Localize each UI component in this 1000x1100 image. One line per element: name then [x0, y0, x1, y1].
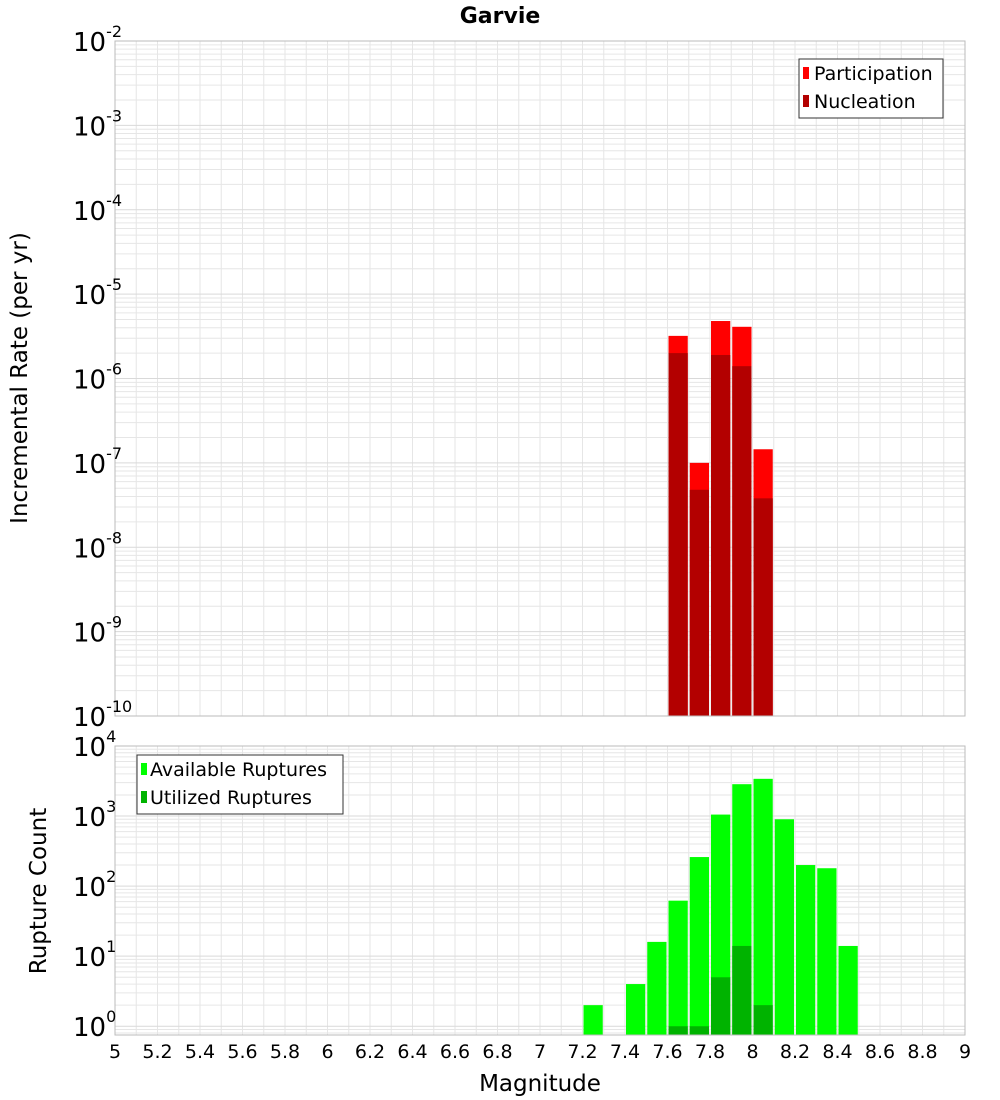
rate-bar-nucleation [689, 489, 709, 716]
x-tick-label: 7.8 [695, 1041, 725, 1063]
count-bar-available-ruptures [817, 868, 837, 1035]
count-legend-box [136, 754, 344, 815]
count-y-tick-label: 102 [73, 867, 116, 903]
rate-y-tick-label: 10-9 [73, 613, 122, 649]
rate-bar-nucleation [732, 366, 752, 716]
x-tick-label: 7 [534, 1041, 546, 1063]
x-tick-label: 5 [109, 1041, 121, 1063]
rate-y-tick-label: 10-10 [73, 697, 132, 733]
x-tick-label: 6.8 [482, 1041, 512, 1063]
rate-y-tick-label: 10-3 [73, 106, 122, 142]
count-bars [583, 778, 858, 1035]
count-bar-available-ruptures [689, 857, 709, 1035]
x-tick-label: 9 [959, 1041, 971, 1063]
count-bar-utilized-ruptures [689, 1026, 709, 1035]
count-bar-available-ruptures [583, 1005, 603, 1035]
rate-gridlines [115, 40, 965, 717]
x-tick-label: 6.6 [440, 1041, 470, 1063]
count-bar-utilized-ruptures [711, 977, 731, 1035]
rate-bar-nucleation [711, 354, 731, 716]
rate-y-tick-label: 10-5 [73, 275, 122, 311]
count-y-tick-label: 103 [73, 797, 116, 833]
rate-bar-nucleation [753, 498, 773, 716]
rate-plot-border [114, 40, 966, 717]
x-tick-label: 8 [746, 1041, 758, 1063]
count-gridlines [115, 745, 965, 1035]
x-axis-label: Magnitude [479, 1071, 601, 1097]
chart-title: Garvie [460, 4, 541, 29]
x-tick-label: 8.8 [907, 1041, 937, 1063]
rate-y-axis-label: Incremental Rate (per yr) [7, 232, 33, 524]
utilized-legend-label: Utilized Ruptures [150, 787, 312, 809]
x-tick-label: 8.2 [780, 1041, 810, 1063]
x-tick-label: 7.2 [567, 1041, 597, 1063]
rate-legend: Participation Nucleation [798, 58, 944, 119]
count-bar-available-ruptures [796, 865, 816, 1035]
count-y-tick-label: 104 [73, 727, 116, 763]
x-tick-label: 5.8 [270, 1041, 300, 1063]
nucleation-legend-swatch [803, 95, 809, 107]
rate-y-tick-label: 10-7 [73, 444, 122, 480]
count-bar-available-ruptures [774, 819, 794, 1035]
rate-y-tick-label: 10-4 [73, 191, 122, 227]
available-legend-label: Available Ruptures [150, 759, 327, 781]
x-tick-label: 5.2 [142, 1041, 172, 1063]
x-ticks: 5 5.2 5.4 5.6 5.8 6 6.2 6.4 6.6 6.8 7 7.2 7.4 7.6 7.8 8… [109, 1041, 971, 1063]
utilized-legend-swatch [141, 791, 147, 803]
count-y-ticks: 100 101 102 103 104 [73, 727, 116, 1043]
count-bar-available-ruptures [753, 778, 773, 1035]
count-bar-available-ruptures [647, 941, 667, 1035]
rate-bar-nucleation [668, 353, 688, 716]
count-plot-border [114, 745, 966, 1036]
participation-legend-swatch [803, 67, 809, 79]
x-tick-label: 5.6 [227, 1041, 257, 1063]
rate-legend-box [798, 58, 944, 119]
x-tick-label: 7.6 [652, 1041, 682, 1063]
count-bar-available-ruptures [838, 945, 858, 1035]
rate-y-tick-label: 10-2 [73, 22, 122, 58]
x-tick-label: 6 [321, 1041, 333, 1063]
available-legend-swatch [141, 763, 147, 775]
rate-panel: 10-10 10-9 10-8 10-7 10-6 10-5 10-4 10-3 10-2 In… [7, 22, 966, 733]
x-tick-label: 6.4 [397, 1041, 427, 1063]
count-bar-utilized-ruptures [753, 1005, 773, 1035]
count-y-axis-label: Rupture Count [26, 808, 52, 974]
count-bar-available-ruptures [626, 984, 646, 1035]
x-tick-label: 5.4 [185, 1041, 215, 1063]
rate-y-tick-label: 10-6 [73, 360, 122, 396]
count-bar-utilized-ruptures [732, 945, 752, 1035]
rate-bars [668, 321, 773, 716]
participation-legend-label: Participation [814, 63, 933, 85]
nucleation-legend-label: Nucleation [814, 91, 916, 113]
count-legend: Available Ruptures Utilized Ruptures [136, 754, 344, 815]
x-tick-label: 7.4 [610, 1041, 640, 1063]
rate-y-tick-label: 10-8 [73, 528, 122, 564]
count-bar-utilized-ruptures [668, 1026, 688, 1035]
rate-y-ticks: 10-10 10-9 10-8 10-7 10-6 10-5 10-4 10-3 10-2 [73, 22, 132, 733]
count-y-tick-label: 101 [73, 937, 116, 973]
count-bar-available-ruptures [668, 900, 688, 1035]
count-panel: 100 101 102 103 104 5 5.2 5.4 5.6 5.8 6 6.2 6.4 6.6 6… [26, 727, 971, 1097]
x-tick-label: 8.4 [822, 1041, 852, 1063]
count-y-tick-label: 100 [73, 1007, 116, 1043]
x-tick-label: 6.2 [355, 1041, 385, 1063]
x-tick-label: 8.6 [865, 1041, 895, 1063]
